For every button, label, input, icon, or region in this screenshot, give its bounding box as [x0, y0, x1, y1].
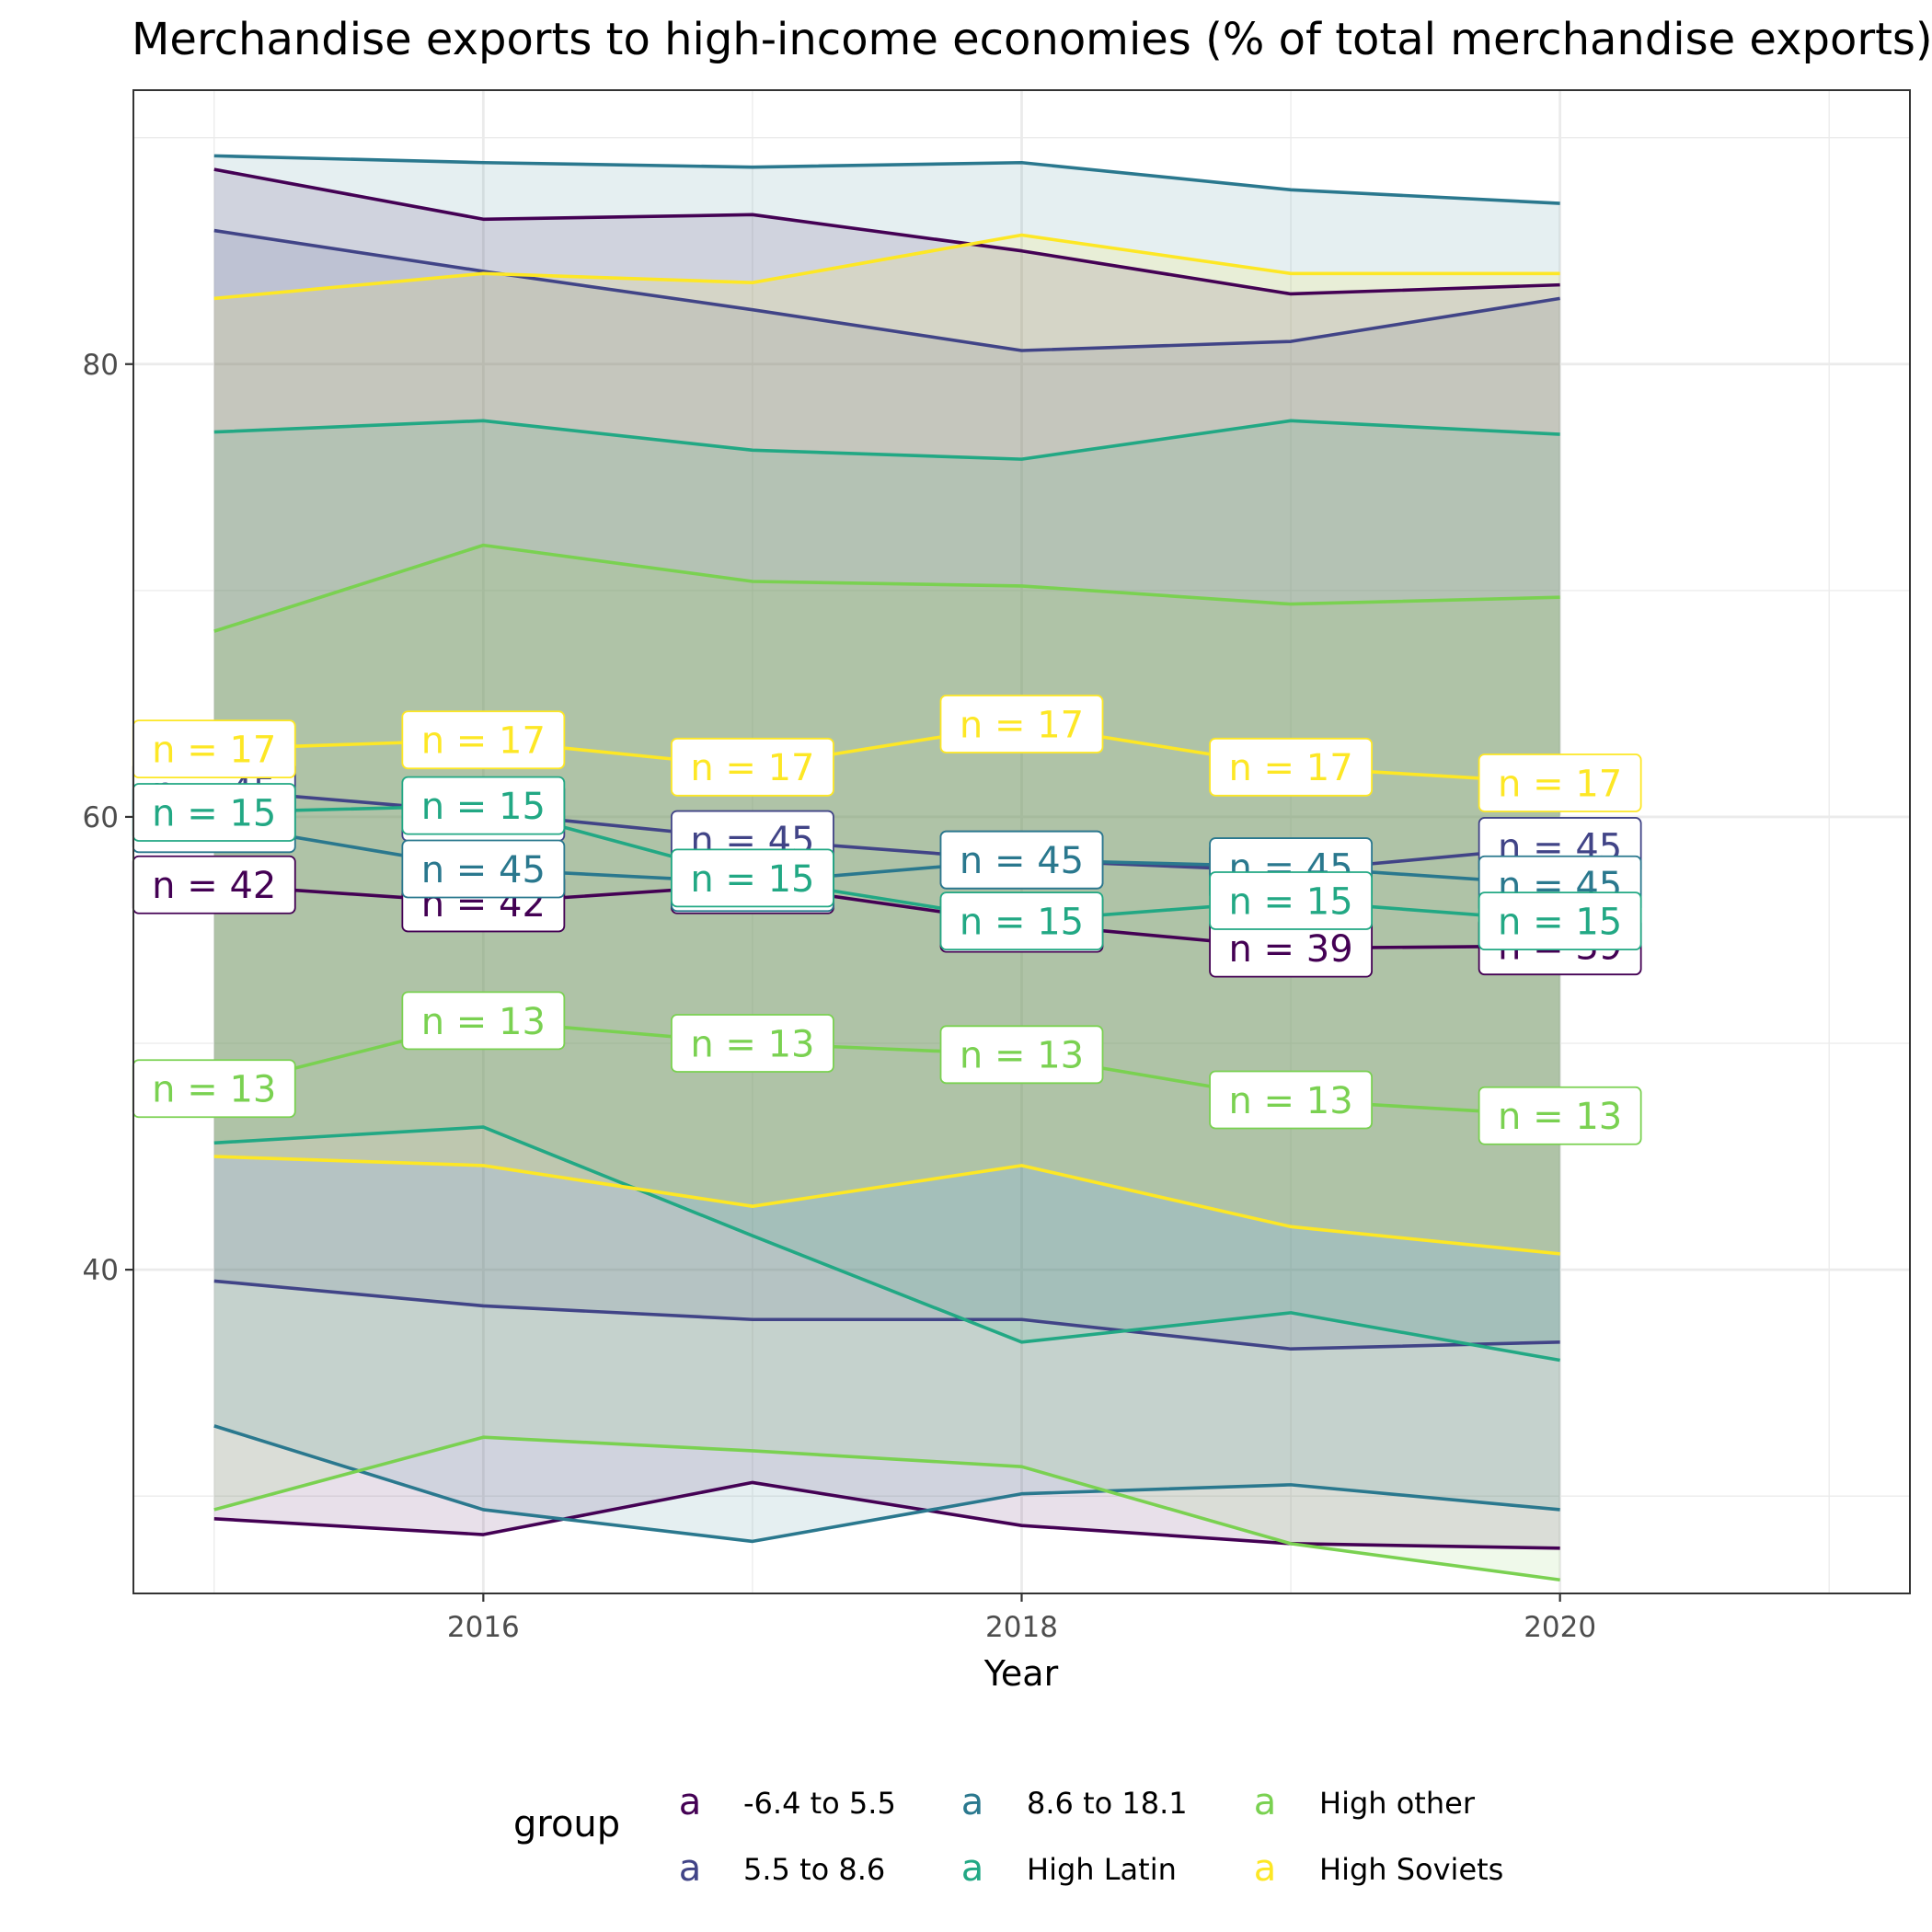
data-label: n = 45: [421, 849, 546, 891]
legend-entry: High Latin: [1027, 1852, 1177, 1887]
axes: 2016 2018 2020 40 60 80: [83, 349, 1597, 1644]
data-label: n = 15: [690, 858, 814, 901]
legend-key: a: [679, 1847, 702, 1890]
legend-key: a: [961, 1781, 984, 1823]
series-line-lower-High Soviets: [213, 1155, 1560, 1256]
data-label-box: [671, 848, 834, 908]
legend-entry: High other: [1319, 1786, 1476, 1821]
legend-title: group: [513, 1803, 620, 1846]
data-label-box: [401, 776, 566, 835]
legend-key: a: [961, 1847, 984, 1890]
series-line-lower-5.5 to 8.6: [213, 1279, 1560, 1351]
data-label: n = 15: [421, 786, 546, 828]
data-label-box: [1478, 753, 1642, 812]
data-label-box: [1478, 891, 1642, 951]
series-line-lower-High Latin: [213, 1125, 1560, 1363]
data-label-box: [401, 839, 566, 899]
y-tick-label: 80: [83, 349, 119, 382]
data-label-box: [1209, 1070, 1373, 1130]
data-label: n = 39: [1228, 928, 1352, 971]
legend-entry: 8.6 to 18.1: [1027, 1786, 1188, 1821]
data-label: n = 15: [1498, 902, 1622, 944]
data-label-box: [939, 695, 1104, 753]
data-label: n = 17: [960, 704, 1084, 746]
data-label: n = 13: [690, 1023, 814, 1065]
series-line-upper-High Soviets: [213, 233, 1560, 301]
series-line-lower--6.4 to 5.5: [213, 1480, 1560, 1550]
data-label: n = 17: [1228, 747, 1352, 789]
data-label-box: [939, 830, 1104, 890]
ribbon--6.4 to 5.5: [213, 169, 1560, 1548]
legend: group a -6.4 to 5.5 a 5.5 to 8.6 a 8.6 to 18.1…: [513, 1781, 1503, 1890]
data-label-box: [939, 891, 1104, 951]
legend-key: a: [1254, 1781, 1277, 1823]
data-label: n = 15: [152, 792, 276, 834]
data-label-box: [671, 737, 834, 797]
y-tick-label: 60: [83, 801, 119, 834]
ribbon-5.5 to 8.6: [213, 230, 1560, 1350]
data-label-box: [671, 1014, 834, 1073]
data-label-box: [1209, 737, 1373, 797]
legend-entry: 5.5 to 8.6: [743, 1852, 885, 1887]
legend-key: a: [1254, 1847, 1277, 1890]
legend-entry: -6.4 to 5.5: [743, 1786, 896, 1821]
data-label-box: [1209, 871, 1373, 930]
data-label: n = 13: [152, 1069, 276, 1111]
series-line-upper-High other: [213, 543, 1560, 633]
legend-entry: High Soviets: [1319, 1852, 1503, 1887]
x-tick-label: 2016: [447, 1611, 520, 1644]
series-line-upper--6.4 to 5.5: [213, 167, 1560, 296]
data-label: n = 13: [960, 1035, 1084, 1077]
series-line-lower-High other: [213, 1435, 1560, 1582]
data-label: n = 45: [960, 840, 1084, 882]
legend-key: a: [679, 1781, 702, 1823]
data-labels: n = 42n = 42n = 42n = 39n = 39n = 39n = …: [132, 695, 1642, 1145]
series-line-upper-5.5 to 8.6: [213, 228, 1560, 352]
data-label-box: [401, 710, 566, 770]
series-line-upper-8.6 to 18.1: [213, 154, 1560, 205]
series-line-upper-High Latin: [213, 419, 1560, 461]
data-label: n = 15: [1228, 880, 1352, 923]
data-label: n = 15: [960, 902, 1084, 944]
y-tick-label: 40: [83, 1254, 119, 1287]
chart-title: Merchandise exports to high-income econo…: [132, 14, 1932, 65]
series-line-lower-8.6 to 18.1: [213, 1424, 1560, 1544]
data-label: n = 13: [1228, 1080, 1352, 1122]
data-label: n = 17: [152, 730, 276, 772]
x-tick-label: 2020: [1524, 1611, 1596, 1644]
data-label: n = 17: [421, 720, 546, 763]
data-label-box: [939, 1025, 1104, 1085]
x-axis-title: Year: [983, 1653, 1059, 1694]
data-label: n = 42: [152, 865, 276, 907]
data-label: n = 17: [1498, 763, 1622, 805]
data-label-box: [401, 991, 566, 1051]
data-label: n = 13: [1498, 1096, 1622, 1138]
data-label: n = 13: [421, 1001, 546, 1043]
data-label-box: [1478, 1086, 1642, 1145]
x-tick-label: 2018: [985, 1611, 1058, 1644]
data-label: n = 17: [690, 747, 814, 789]
